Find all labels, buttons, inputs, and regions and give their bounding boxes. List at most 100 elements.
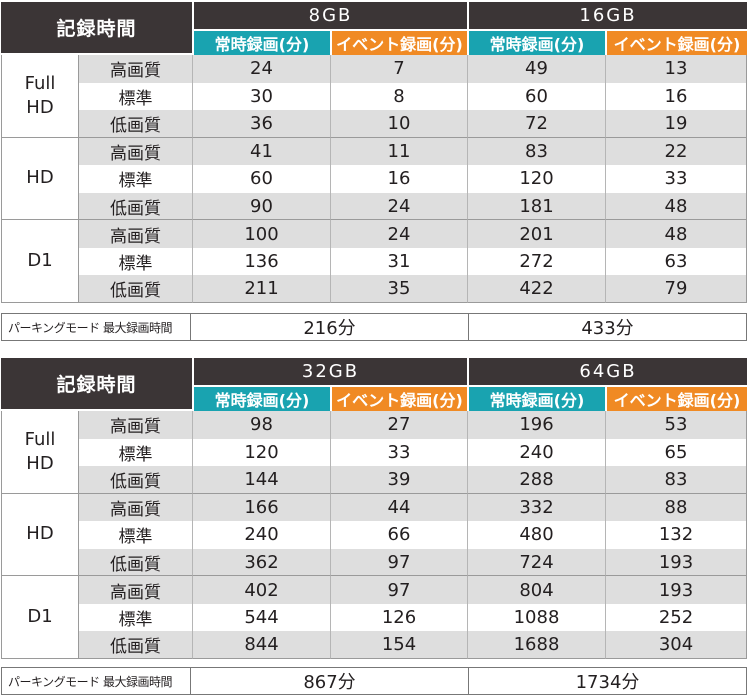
table-cell: 30	[192, 82, 330, 111]
parking-mode-label: パーキングモード 最大録画時間	[1, 313, 191, 341]
table-cell: 44	[330, 493, 467, 522]
table-cell: 126	[330, 603, 467, 632]
parking-mode-row: パーキングモード 最大録画時間 216分 433分	[1, 313, 747, 341]
table-cell: 63	[605, 247, 747, 276]
parking-mode-label: パーキングモード 最大録画時間	[1, 667, 191, 695]
parking-mode-row: パーキングモード 最大録画時間 867分 1734分	[1, 667, 747, 695]
table-cell: 844	[192, 631, 330, 659]
header-constant-recording: 常時録画(分)	[467, 29, 605, 55]
table-cell: 201	[467, 220, 605, 248]
table-cell: 240	[192, 521, 330, 549]
table-cell: 33	[330, 438, 467, 467]
header-recording-time: 記録時間	[1, 2, 192, 55]
header-event-recording: イベント録画(分)	[330, 29, 467, 55]
quality-label: 高画質	[78, 55, 192, 83]
table-cell: 66	[330, 521, 467, 549]
table-cell: 49	[467, 55, 605, 83]
table-cell: 98	[192, 411, 330, 439]
table-grid: 記録時間 8GB 16GB 常時録画(分) イベント録画(分) 常時録画(分) …	[1, 2, 747, 303]
quality-label: 標準	[78, 603, 192, 632]
quality-label: 高画質	[78, 576, 192, 604]
table-cell: 79	[605, 275, 747, 303]
table-cell: 132	[605, 521, 747, 549]
table-cell: 83	[605, 466, 747, 494]
parking-mode-value-32gb: 867分	[191, 667, 469, 695]
quality-label: 標準	[78, 247, 192, 276]
header-capacity-32gb: 32GB	[192, 358, 467, 385]
parking-mode-value-8gb: 216分	[191, 313, 469, 341]
table-cell: 13	[605, 55, 747, 83]
table-cell: 480	[467, 521, 605, 549]
resolution-label: HD	[1, 137, 78, 221]
quality-label: 低画質	[78, 631, 192, 659]
header-event-recording: イベント録画(分)	[605, 385, 747, 411]
table-cell: 19	[605, 110, 747, 138]
table-cell: 11	[330, 137, 467, 166]
quality-label: 高画質	[78, 411, 192, 439]
table-cell: 60	[467, 82, 605, 111]
table-cell: 402	[192, 576, 330, 604]
quality-label: 標準	[78, 521, 192, 549]
table-cell: 24	[330, 220, 467, 248]
table-cell: 22	[605, 137, 747, 166]
header-constant-recording: 常時録画(分)	[192, 29, 330, 55]
table-cell: 16	[330, 165, 467, 193]
resolution-label: D1	[1, 576, 78, 659]
table-cell: 1088	[467, 603, 605, 632]
table-cell: 1688	[467, 631, 605, 659]
table-cell: 31	[330, 247, 467, 276]
quality-label: 低画質	[78, 466, 192, 494]
header-capacity-64gb: 64GB	[467, 358, 747, 385]
table-cell: 100	[192, 220, 330, 248]
table-cell: 41	[192, 137, 330, 166]
table-cell: 72	[467, 110, 605, 138]
table-cell: 181	[467, 192, 605, 221]
table-cell: 804	[467, 576, 605, 604]
quality-label: 低画質	[78, 548, 192, 577]
table-cell: 724	[467, 548, 605, 577]
table-cell: 193	[605, 576, 747, 604]
resolution-label: Full HD	[1, 411, 78, 494]
resolution-label: Full HD	[1, 55, 78, 138]
quality-label: 高画質	[78, 137, 192, 166]
table-cell: 120	[467, 165, 605, 193]
quality-label: 標準	[78, 438, 192, 467]
quality-label: 高画質	[78, 220, 192, 248]
header-recording-time: 記録時間	[1, 358, 192, 411]
header-event-recording: イベント録画(分)	[605, 29, 747, 55]
table-cell: 144	[192, 466, 330, 494]
table-cell: 136	[192, 247, 330, 276]
table-cell: 24	[330, 192, 467, 221]
table-cell: 120	[192, 438, 330, 467]
table-cell: 7	[330, 55, 467, 83]
table-cell: 53	[605, 411, 747, 439]
table-cell: 33	[605, 165, 747, 193]
quality-label: 低画質	[78, 275, 192, 303]
table-cell: 60	[192, 165, 330, 193]
header-capacity-16gb: 16GB	[467, 2, 747, 29]
table-cell: 240	[467, 438, 605, 467]
resolution-label: D1	[1, 220, 78, 303]
table-cell: 97	[330, 576, 467, 604]
table-cell: 16	[605, 82, 747, 111]
table-cell: 48	[605, 220, 747, 248]
parking-mode-value-64gb: 1734分	[469, 667, 747, 695]
table-cell: 252	[605, 603, 747, 632]
table-cell: 97	[330, 548, 467, 577]
table-cell: 36	[192, 110, 330, 138]
table-cell: 27	[330, 411, 467, 439]
table-cell: 211	[192, 275, 330, 303]
table-cell: 88	[605, 493, 747, 522]
table-cell: 288	[467, 466, 605, 494]
table-cell: 24	[192, 55, 330, 83]
parking-mode-value-16gb: 433分	[469, 313, 747, 341]
header-capacity-8gb: 8GB	[192, 2, 467, 29]
table-cell: 39	[330, 466, 467, 494]
table-cell: 362	[192, 548, 330, 577]
quality-label: 低画質	[78, 192, 192, 221]
table-cell: 8	[330, 82, 467, 111]
table-cell: 65	[605, 438, 747, 467]
table-cell: 48	[605, 192, 747, 221]
quality-label: 高画質	[78, 493, 192, 522]
table-cell: 544	[192, 603, 330, 632]
